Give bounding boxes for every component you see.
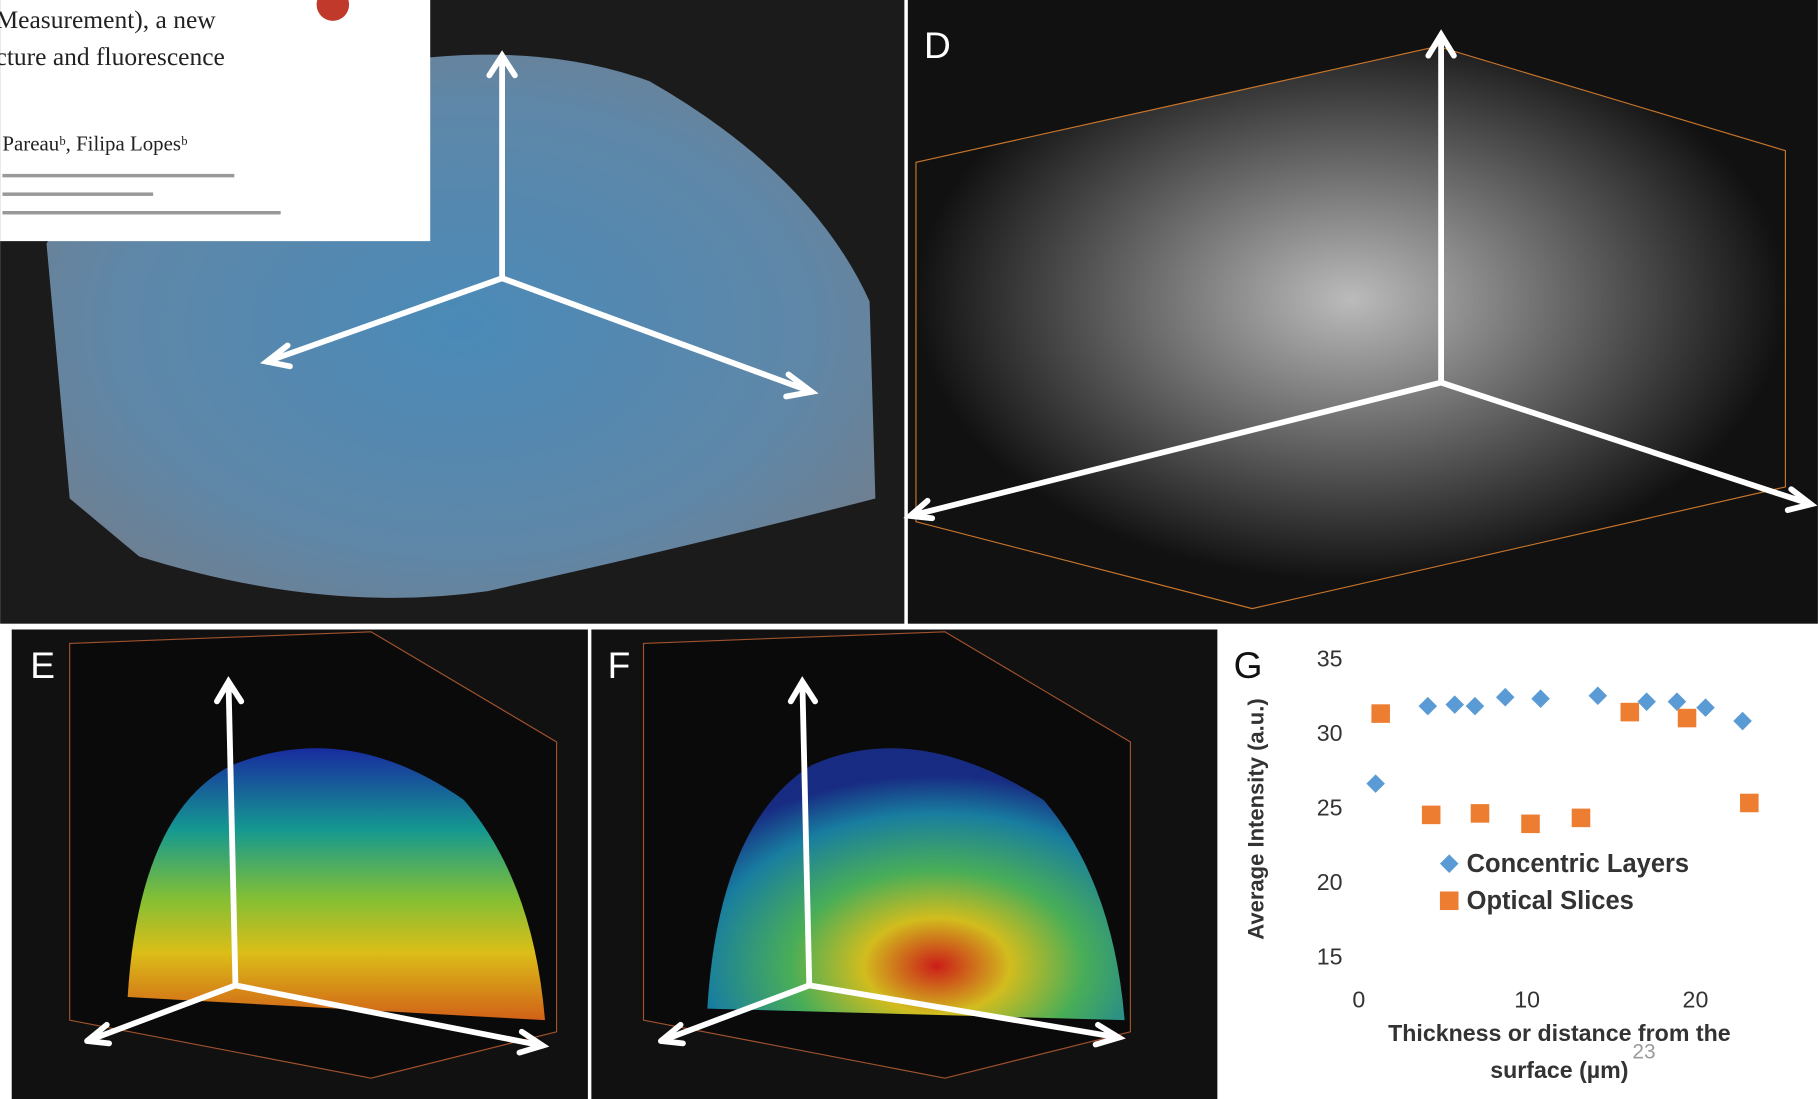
figure: Measurement), a new cture and fluorescen… [0,0,1818,1099]
y-tick-label: 20 [1317,869,1343,895]
snippet-authors: Pareauᵇ, Filipa Lopesᵇ [2,132,188,156]
panel-d: D [908,0,1818,624]
y-tick-label: 30 [1317,720,1343,746]
snippet-line: Measurement), a new [0,5,216,34]
y-tick-label: 15 [1317,944,1343,970]
legend-marker [1440,891,1459,910]
x-tick-label: 20 [1683,986,1709,1012]
x-tick-label: 0 [1352,986,1365,1012]
data-point [1740,794,1759,813]
data-point [1572,809,1591,828]
data-point [1521,815,1540,834]
y-tick-label: 25 [1317,795,1343,821]
paper-snippet: Measurement), a new cture and fluorescen… [0,0,430,241]
x-axis-label: Thickness or distance from the [1388,1020,1731,1046]
snippet-line: cture and fluorescence [0,42,225,71]
page: Measurement), a new cture and fluorescen… [0,0,1818,1099]
y-tick-label: 35 [1317,646,1343,672]
data-point [1621,703,1640,722]
panel-label: G [1234,644,1263,686]
data-point [1422,806,1441,825]
panel-e: E [12,629,588,1099]
panel-f: F [591,629,1217,1099]
panel-label: E [30,644,55,686]
legend-label: Optical Slices [1467,887,1634,915]
panel-label: F [608,644,631,686]
x-tick-label: 10 [1514,986,1540,1012]
data-point [1371,704,1390,723]
data-point [1471,804,1490,823]
legend-label: Concentric Layers [1467,850,1690,878]
panel-g: G 15 20 25 30 35 0 10 20 Average Intensity (a.u.… [1221,629,1818,1099]
y-axis-label: Average Intensity (a.u.) [1244,698,1269,939]
panel-label: D [924,24,951,66]
data-point [1678,709,1697,728]
x-axis-label: surface (µm) [1490,1057,1628,1083]
page-number: 23 [1632,1040,1655,1063]
